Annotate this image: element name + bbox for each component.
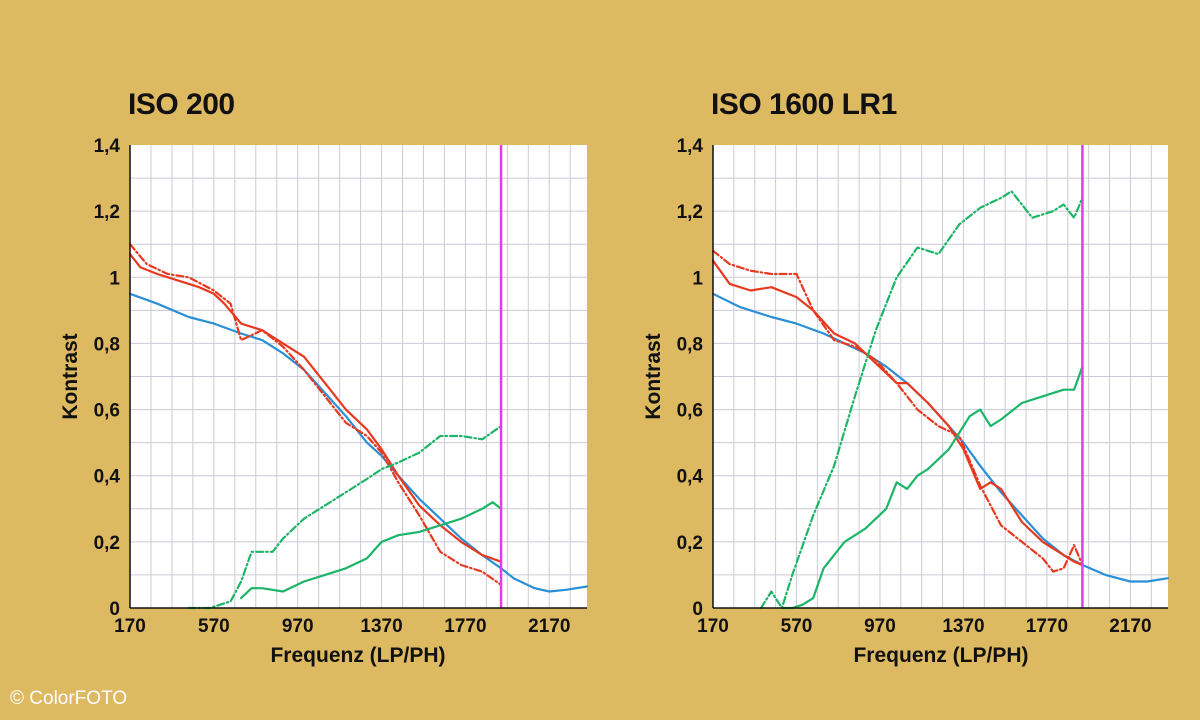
x-tick-label: 170 — [697, 616, 729, 637]
series-blue-solid-line — [128, 292, 589, 593]
x-tick-label: 2170 — [528, 616, 570, 637]
chart-left: 0 0,2 0,4 0,6 0,8 1 1,2 1,4 170 570 970 1370 1770 217… — [59, 136, 589, 667]
chart-title-left: ISO 200 — [128, 88, 235, 121]
series-green-dashdot-line — [187, 425, 503, 610]
copyright-text: © ColorFOTO — [10, 688, 128, 709]
series-green-solid-line — [780, 365, 1084, 610]
y-tick-label: 0,8 — [94, 334, 120, 355]
series-red-solid-line — [711, 259, 1084, 567]
y-axis-label: Kontrast — [59, 333, 82, 419]
y-tick-label: 1 — [109, 268, 120, 289]
y-tick-label: 0,6 — [677, 401, 703, 422]
x-tick-label: 970 — [282, 616, 314, 637]
y-tick-label: 1,4 — [677, 136, 704, 157]
y-tick-label: 1 — [692, 268, 703, 289]
y-tick-label: 0 — [692, 599, 703, 620]
x-tick-label: 1370 — [942, 616, 984, 637]
x-axis-label: Frequenz (LP/PH) — [853, 644, 1028, 667]
y-tick-label: 0,4 — [94, 467, 121, 488]
x-tick-label: 1770 — [1026, 616, 1068, 637]
y-tick-label: 0 — [109, 599, 120, 620]
y-tick-label: 1,2 — [677, 202, 703, 223]
chart-right: 0 0,2 0,4 0,6 0,8 1 1,2 1,4 170 570 970 1370 1770 217… — [642, 136, 1170, 667]
x-tick-label: 1370 — [360, 616, 402, 637]
series-red-dashdot-line — [128, 243, 503, 586]
series-red-solid-line — [128, 253, 503, 563]
chart-title-right: ISO 1600 LR1 — [711, 88, 897, 121]
y-tick-label: 0,4 — [677, 467, 704, 488]
y-tick-label: 0,6 — [94, 401, 120, 422]
y-axis-label: Kontrast — [642, 333, 665, 419]
series-green-dashdot-line — [759, 190, 1084, 610]
series-red-dashdot-line — [711, 249, 1084, 573]
y-tick-label: 1,4 — [94, 136, 121, 157]
y-tick-label: 0,2 — [94, 533, 120, 554]
y-tick-label: 0,8 — [677, 334, 703, 355]
x-tick-label: 2170 — [1109, 616, 1151, 637]
y-tick-label: 1,2 — [94, 202, 120, 223]
x-axis-label: Frequenz (LP/PH) — [270, 644, 445, 667]
x-tick-label: 970 — [864, 616, 896, 637]
series-green-solid-line — [240, 501, 503, 600]
x-tick-label: 1770 — [444, 616, 486, 637]
x-tick-label: 570 — [198, 616, 230, 637]
x-tick-label: 170 — [114, 616, 146, 637]
y-tick-label: 0,2 — [677, 533, 703, 554]
x-tick-label: 570 — [781, 616, 813, 637]
